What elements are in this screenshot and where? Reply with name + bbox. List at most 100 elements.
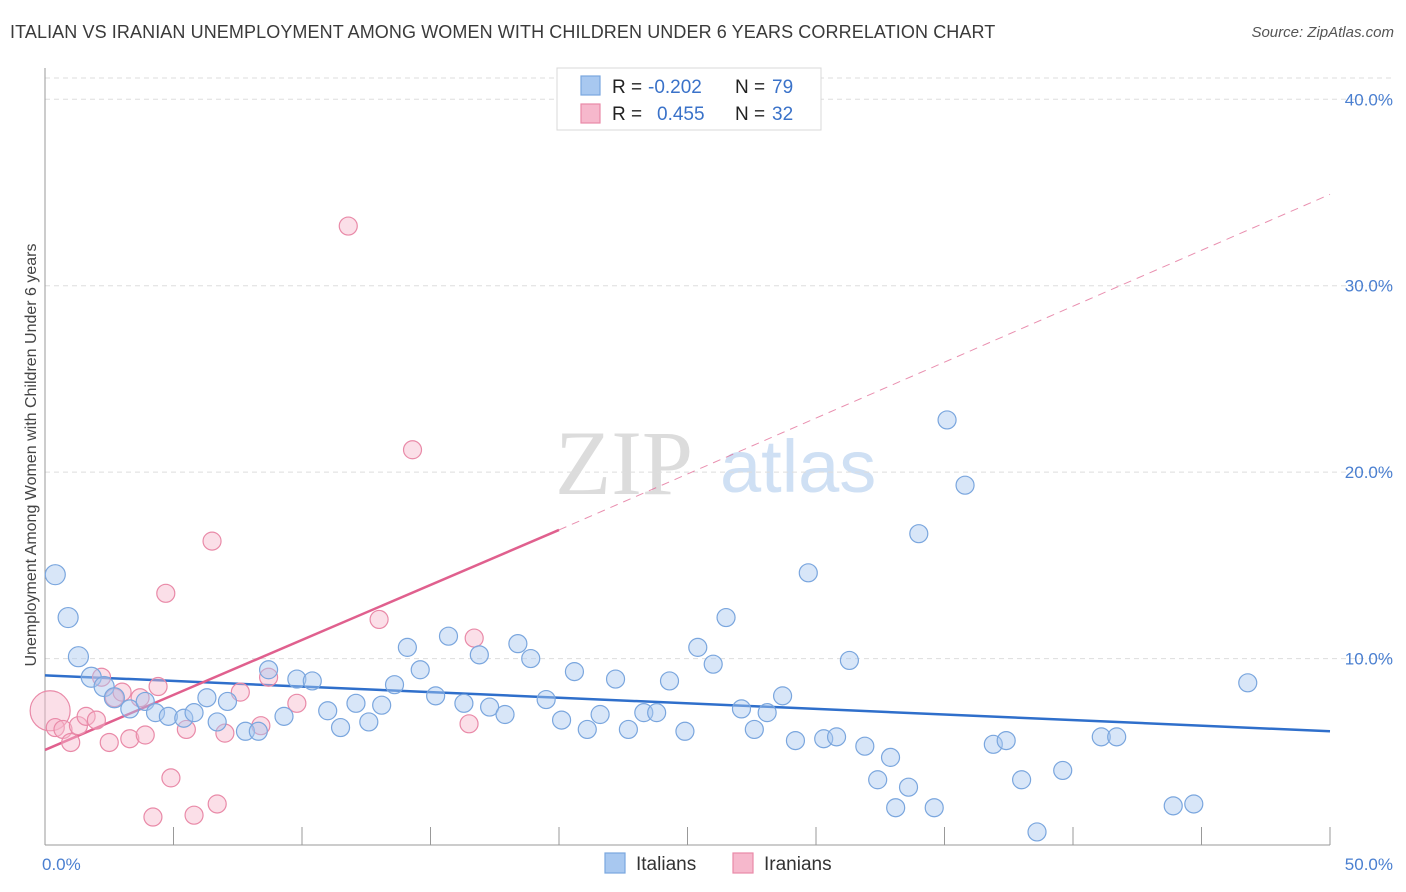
- x-tick-label: 0.0%: [42, 855, 81, 874]
- italian-point: [564, 662, 585, 682]
- italian-point: [318, 701, 338, 721]
- italian-point: [174, 708, 194, 728]
- y-tick-label: 20.0%: [1345, 463, 1393, 482]
- trend-lines: [44, 193, 1331, 752]
- italian-point: [1238, 673, 1258, 693]
- iranian-point: [215, 723, 235, 743]
- italian-point: [798, 563, 818, 583]
- italian-point: [955, 475, 975, 495]
- chart-title: ITALIAN VS IRANIAN UNEMPLOYMENT AMONG WO…: [10, 22, 996, 42]
- italian-point: [880, 747, 901, 767]
- legend-n-label-italians: N =: [735, 77, 765, 98]
- iranian-point: [202, 531, 222, 551]
- italian-point: [287, 669, 307, 689]
- italian-point: [521, 648, 541, 669]
- legend-swatch-italians: [580, 75, 601, 96]
- italian-point: [217, 691, 238, 712]
- italian-point: [983, 734, 1003, 754]
- legend-r-value-italians: -0.202: [648, 77, 702, 98]
- italian-point: [359, 712, 379, 732]
- italian-point: [438, 626, 459, 646]
- italian-point: [197, 688, 217, 708]
- italian-point: [397, 637, 417, 657]
- iranian-point: [120, 729, 140, 749]
- italian-point: [659, 671, 680, 691]
- italian-point: [785, 730, 806, 751]
- iranian-point: [143, 807, 163, 827]
- italian-point: [772, 686, 793, 706]
- italian-point: [757, 703, 777, 723]
- italian-point: [384, 675, 405, 695]
- watermark-zip: ZIP: [555, 412, 693, 514]
- italian-point: [103, 687, 125, 709]
- iranian-point: [86, 710, 107, 730]
- italian-point: [590, 704, 610, 725]
- iranian-point: [230, 682, 250, 702]
- legend-n-label-iranians: N =: [735, 104, 765, 125]
- italian-point: [454, 693, 474, 713]
- italian-point: [675, 721, 695, 741]
- italian-point: [826, 727, 847, 747]
- y-axis-label: Unemployment Among Women with Children U…: [23, 243, 40, 666]
- iranian-point: [184, 805, 204, 825]
- italian-point: [886, 798, 906, 818]
- italian-point: [703, 654, 723, 674]
- iranians-trend-extension: [558, 193, 1331, 531]
- grid-lines: [45, 77, 1393, 660]
- bottom-legend-italians: Italians: [636, 854, 696, 875]
- iranian-point: [76, 706, 96, 726]
- italian-point: [302, 671, 322, 691]
- italian-point: [480, 697, 500, 717]
- italian-point: [1163, 796, 1183, 816]
- italian-point: [1091, 727, 1111, 747]
- iranian-point: [459, 714, 479, 734]
- iranian-point: [61, 732, 81, 753]
- italian-point: [1011, 770, 1032, 790]
- italian-point: [120, 699, 140, 719]
- x-tick-label: 50.0%: [1345, 855, 1393, 874]
- italian-point: [937, 410, 957, 430]
- italian-point: [551, 710, 572, 730]
- iranian-point: [148, 676, 168, 697]
- iranian-point: [369, 609, 389, 630]
- italian-point: [855, 736, 875, 756]
- iranian-point: [161, 768, 181, 788]
- legend-r-label-italians: R =: [612, 77, 642, 98]
- iranian-point: [464, 628, 484, 648]
- italian-point: [57, 606, 79, 629]
- watermark-atlas: atlas: [720, 425, 876, 508]
- italian-point: [346, 693, 366, 713]
- italian-point: [731, 699, 752, 719]
- iranian-point: [258, 667, 279, 687]
- legend-n-value-italians: 79: [772, 77, 793, 98]
- bottom-legend-swatch-iranians: [732, 852, 754, 874]
- bottom-legend: Italians Iranians: [604, 852, 832, 875]
- italian-point: [158, 706, 178, 726]
- legend-r-value-iranians: 0.455: [657, 104, 705, 125]
- italian-point: [1184, 794, 1204, 814]
- legend-r-label-iranians: R =: [612, 104, 642, 125]
- italian-point: [145, 703, 166, 723]
- iranian-point: [176, 719, 196, 740]
- data-points: [29, 216, 1258, 842]
- italian-point: [248, 721, 268, 741]
- italian-point: [508, 634, 528, 654]
- italians-trend-line: [44, 674, 1331, 733]
- legend-n-value-iranians: 32: [772, 104, 793, 125]
- italian-point: [618, 719, 638, 740]
- italian-point: [372, 695, 392, 715]
- iranian-point: [207, 794, 227, 814]
- bottom-legend-iranians: Iranians: [764, 854, 832, 875]
- bottom-legend-swatch-italians: [604, 852, 626, 874]
- iranian-point: [135, 725, 155, 745]
- italian-point: [184, 703, 204, 723]
- iranians-trend-line: [44, 528, 560, 752]
- italian-point: [647, 703, 667, 723]
- iranian-point: [287, 693, 307, 713]
- iranian-point: [402, 440, 423, 460]
- italian-point: [716, 607, 736, 628]
- iranian-point: [156, 583, 176, 603]
- legend-swatch-iranians: [580, 103, 601, 124]
- legend: R = -0.202 N = 79 R = 0.455 N = 32: [556, 67, 822, 131]
